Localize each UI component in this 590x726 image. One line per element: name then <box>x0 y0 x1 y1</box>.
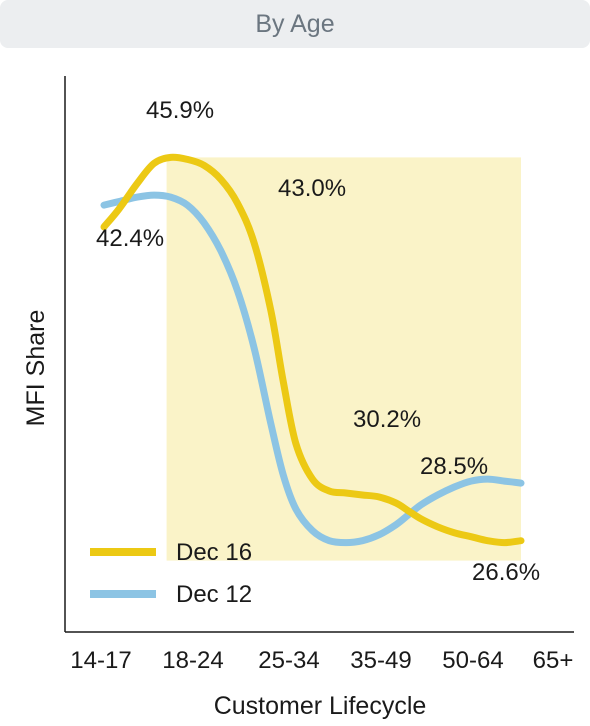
x-tick-label: 25-34 <box>258 647 319 674</box>
series-line-dec-16 <box>100 153 525 547</box>
data-label: 43.0% <box>278 175 346 202</box>
data-label: 30.2% <box>353 406 421 433</box>
highlight-region <box>166 157 521 561</box>
x-tick-label: 18-24 <box>162 647 223 674</box>
y-axis-title: MFI Share <box>22 310 50 427</box>
series-line-dec-12 <box>100 191 525 547</box>
chart-header: By Age <box>0 0 590 48</box>
x-tick-label: 65+ <box>533 647 574 674</box>
x-tick-label: 50-64 <box>442 647 503 674</box>
data-label: 28.5% <box>420 453 488 480</box>
x-axis-title: Customer Lifecycle <box>214 692 427 720</box>
data-label: 45.9% <box>146 97 214 124</box>
x-tick-label: 35-49 <box>350 647 411 674</box>
chart-header-title: By Age <box>255 9 335 38</box>
data-label: 26.6% <box>472 559 540 586</box>
legend-label-dec-16: Dec 16 <box>176 539 252 566</box>
legend-label-dec-12: Dec 12 <box>176 581 252 608</box>
data-label: 42.4% <box>96 225 164 252</box>
x-tick-label: 14-17 <box>70 647 131 674</box>
